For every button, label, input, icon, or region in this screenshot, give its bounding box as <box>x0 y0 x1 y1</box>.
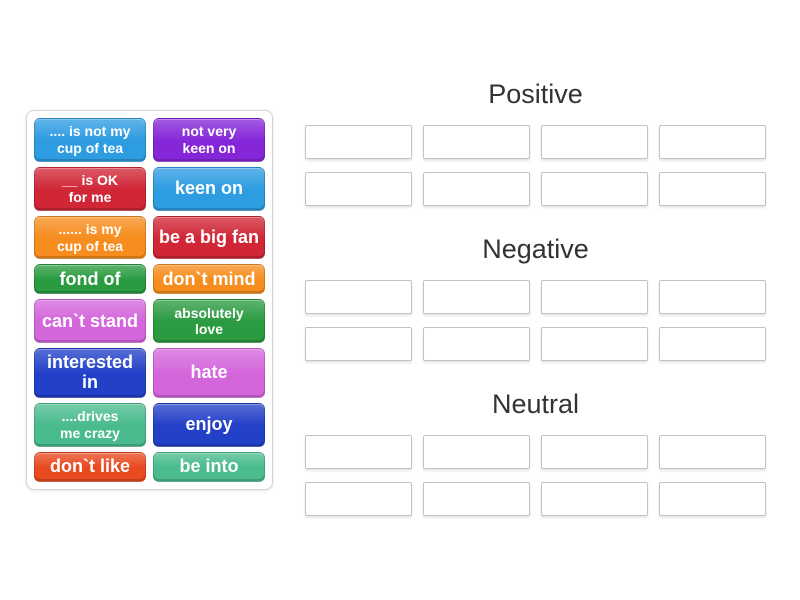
draggable-tile[interactable]: fond of <box>34 264 146 295</box>
drop-slot[interactable] <box>423 435 530 470</box>
group-section-negative: Negative <box>305 233 766 362</box>
draggable-tile[interactable]: enjoy <box>153 403 265 447</box>
drop-slot[interactable] <box>541 482 648 517</box>
drop-slot[interactable] <box>423 172 530 207</box>
draggable-tile[interactable]: not very keen on <box>153 118 265 162</box>
drop-slot[interactable] <box>423 280 530 315</box>
drop-slot[interactable] <box>541 327 648 362</box>
slot-grid <box>305 280 766 362</box>
draggable-tile[interactable]: can`t stand <box>34 299 146 344</box>
drop-slot[interactable] <box>659 172 766 207</box>
drop-slot[interactable] <box>423 125 530 160</box>
draggable-tile[interactable]: keen on <box>153 166 265 211</box>
drop-slot[interactable] <box>659 327 766 362</box>
drop-slot[interactable] <box>305 172 412 207</box>
draggable-tile[interactable]: ....drives me crazy <box>34 403 146 447</box>
group-title-neutral: Neutral <box>491 389 580 419</box>
drop-slot[interactable] <box>659 125 766 160</box>
draggable-tile[interactable]: __ is OK for me <box>34 166 146 211</box>
drop-slot[interactable] <box>541 125 648 160</box>
draggable-tile[interactable]: ...... is my cup of tea <box>34 215 146 260</box>
drop-slot[interactable] <box>659 435 766 470</box>
group-title-negative: Negative <box>482 234 589 264</box>
drop-slot[interactable] <box>541 280 648 315</box>
group-title-positive: Positive <box>488 79 583 109</box>
draggable-tile[interactable]: don`t mind <box>153 264 265 295</box>
drop-slot[interactable] <box>305 327 412 362</box>
drop-slot[interactable] <box>541 435 648 470</box>
group-section-neutral: Neutral <box>305 388 766 517</box>
drop-slot[interactable] <box>305 435 412 470</box>
drop-slot[interactable] <box>305 280 412 315</box>
draggable-tile[interactable]: hate <box>153 348 265 399</box>
drop-slot[interactable] <box>659 482 766 517</box>
slot-grid <box>305 125 766 207</box>
tile-panel: .... is not my cup of tea not very keen o… <box>26 110 273 490</box>
draggable-tile[interactable]: be into <box>153 451 265 482</box>
draggable-tile[interactable]: interested in <box>34 348 146 399</box>
drop-slot[interactable] <box>423 327 530 362</box>
draggable-tile[interactable]: don`t like <box>34 451 146 482</box>
draggable-tile[interactable]: absolutely love <box>153 299 265 344</box>
group-section-positive: Positive <box>305 78 766 207</box>
drop-slot[interactable] <box>541 172 648 207</box>
drop-slot[interactable] <box>305 482 412 517</box>
draggable-tile[interactable]: be a big fan <box>153 215 265 260</box>
drop-slot[interactable] <box>305 125 412 160</box>
tile-grid: .... is not my cup of tea not very keen o… <box>27 111 272 489</box>
draggable-tile[interactable]: .... is not my cup of tea <box>34 118 146 162</box>
drop-slot[interactable] <box>659 280 766 315</box>
slot-grid <box>305 435 766 517</box>
drop-slot[interactable] <box>423 482 530 517</box>
